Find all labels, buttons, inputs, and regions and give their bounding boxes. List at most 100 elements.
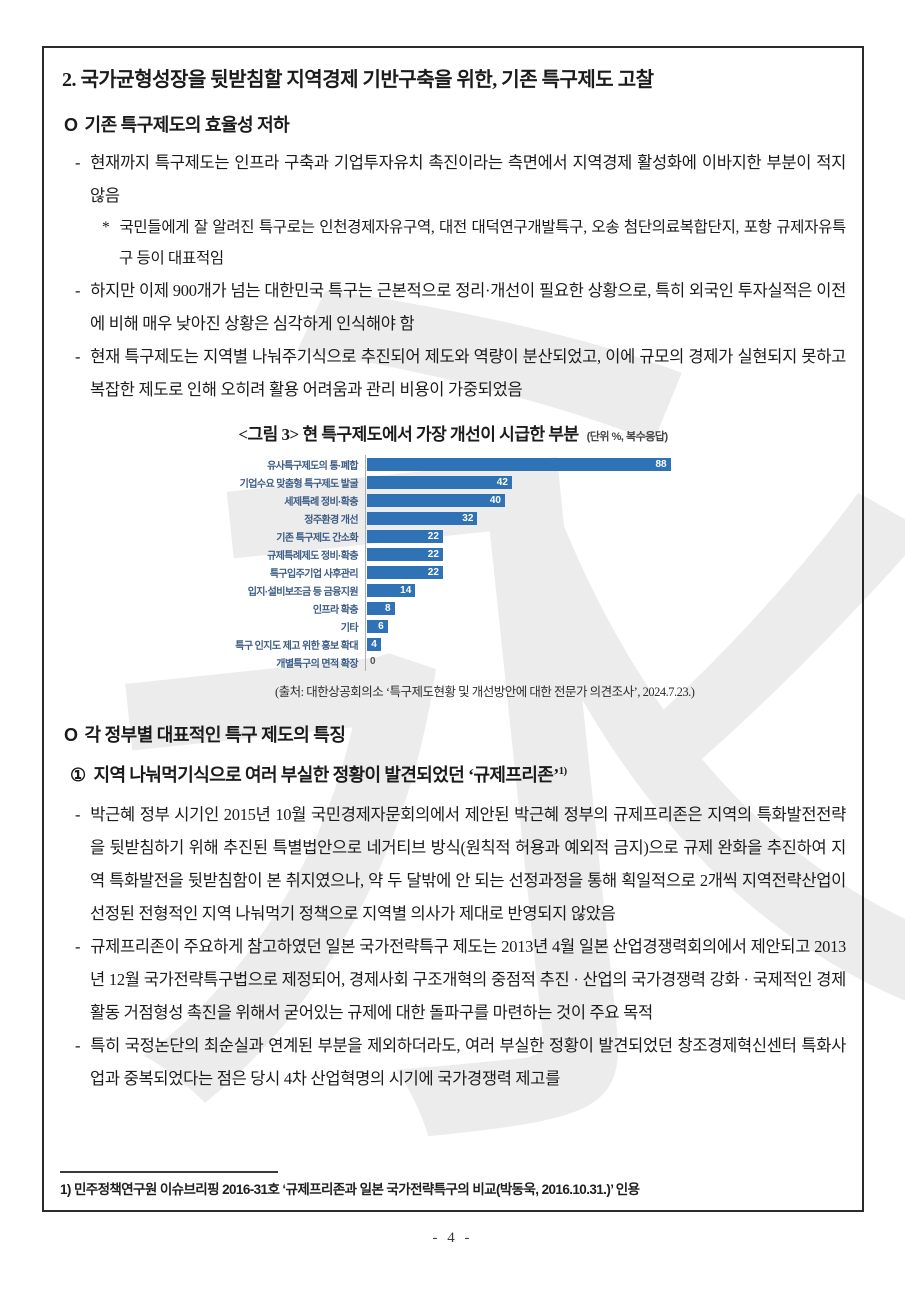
footnote-reference: 1) [558,765,568,777]
chart-row: 기업수요 맞춤형 특구제도 발굴 42 [216,473,866,491]
chart-category-label: 특구 인지도 제고 위한 홍보 확대 [235,640,358,652]
chart-category-label: 인프라 확충 [312,604,359,616]
section2-heading-label: 각 정부별 대표적인 특구 제도의 특징 [84,725,346,745]
body-bullet: - 현재까지 특구제도는 인프라 구축과 기업투자유치 촉진이라는 측면에서 지역… [66,146,846,212]
bar-value-label: 40 [489,494,501,506]
chart-category-label: 정주환경 개선 [304,514,358,526]
chart-plot-area: 6 [365,617,866,635]
dash-bullet: - [75,1036,81,1055]
bullet-text: 국민들에게 잘 알려진 특구로는 인천경제자유구역, 대전 대덕연구개발특구, … [119,219,846,267]
chart-row: 세제특례 정비·확충 40 [216,491,866,509]
section1-heading-label: 기존 특구제도의 효율성 저하 [84,115,290,135]
chart-category-label: 입지·설비보조금 등 금융지원 [247,586,359,598]
bullet-text: 하지만 이제 900개가 넘는 대한민국 특구는 근본적으로 정리·개선이 필요… [90,281,846,333]
bullet-text: 현재 특구제도는 지역별 나눠주기식으로 추진되어 제도와 역량이 분산되었고,… [90,347,846,399]
circle-bullet: O [64,725,78,745]
bar-chart-rows: 유사특구제도의 통·폐합 88 기업수요 맞춤형 특구제도 발굴 42 세제특례 정비·… [216,455,866,671]
footnote-text: 1) 민주정책연구원 이슈브리핑 2016-31호 ‘규제프리존과 일본 국가전… [60,1182,640,1197]
bar: 42 [367,475,512,489]
bar-value-label: 22 [427,566,439,578]
bar: 6 [367,619,388,633]
section2-heading: O 각 정부별 대표적인 특구 제도의 특징 [64,720,846,750]
chart-category-label: 개별특구의 면적 확장 [276,658,358,670]
chart-category-label: 세제특례 정비·확충 [284,496,358,508]
section2-item1-heading: ① 지역 나눠먹기식으로 여러 부실한 정황이 발견되었던 ‘규제프리존’1) [70,756,846,790]
bar-value-label: 4 [371,638,377,650]
chart-plot-area: 88 [365,455,866,473]
bar-value-label: 22 [427,530,439,542]
bar-value-label: 88 [655,458,667,470]
section2: O 각 정부별 대표적인 특구 제도의 특징 ① 지역 나눠먹기식으로 여러 부실한… [60,720,846,1095]
section1-heading: O 기존 특구제도의 효율성 저하 [64,110,846,140]
chart-row: 특구입주기업 사후관리 22 [216,563,866,581]
body-bullet: - 현재 특구제도는 지역별 나눠주기식으로 추진되어 제도와 역량이 분산되었고… [66,340,846,406]
chart-category-label: 유사특구제도의 통·폐합 [267,460,359,472]
page-content: 2. 국가균형성장을 뒷받침할 지역경제 기반구축을 위한, 기존 특구제도 고… [60,66,846,1095]
chart-plot-area: 22 [365,545,866,563]
bullet-text: 규제프리존이 주요하게 참고하였던 일본 국가전략특구 제도는 2013년 4월… [90,937,846,1022]
chart-plot-area: 22 [365,527,866,545]
chart-category-label: 기타 [340,622,359,634]
bar: 22 [367,547,443,561]
bar: 88 [367,457,671,471]
chart-row: 개별특구의 면적 확장 0 [216,653,866,671]
bar: 4 [367,637,381,651]
chart-category-label: 기존 특구제도 간소화 [276,532,358,544]
circled-number-bullet: ① [70,765,86,785]
body-bullet: - 박근혜 정부 시기인 2015년 10월 국민경제자문회의에서 제안된 박근혜… [66,798,846,930]
chart-unit-note: (단위 %, 복수응답) [586,431,669,443]
bar: 22 [367,529,443,543]
bar-value-label: 8 [385,602,391,614]
bar-value-label: 6 [378,620,384,632]
dash-bullet: - [75,153,81,172]
body-bullet: - 특히 국정논단의 최순실과 연계된 부분을 제외하더라도, 여러 부실한 정황… [66,1029,846,1095]
chart-row: 규제특례제도 정비·확충 22 [216,545,866,563]
body-bullet: - 하지만 이제 900개가 넘는 대한민국 특구는 근본적으로 정리·개선이 필… [66,274,846,340]
bar-value-label: 22 [427,548,439,560]
chart-plot-area: 14 [365,581,866,599]
footnote-block: 1) 민주정책연구원 이슈브리핑 2016-31호 ‘규제프리존과 일본 국가전… [60,1171,846,1200]
bar: 32 [367,511,478,525]
chart-category-label: 규제특례제도 정비·확충 [267,550,359,562]
bar-value-label: 42 [496,476,508,488]
chart-row: 인프라 확충 8 [216,599,866,617]
dash-bullet: - [75,281,81,300]
figure3-bar-chart: <그림 3> 현 특구제도에서 가장 개선이 시급한 부분 (단위 %, 복수응답… [60,420,846,700]
bullet-text: 현재까지 특구제도는 인프라 구축과 기업투자유치 촉진이라는 측면에서 지역경… [90,153,846,205]
body-bullet: - 규제프리존이 주요하게 참고하였던 일본 국가전략특구 제도는 2013년 4… [66,930,846,1029]
bar: 14 [367,583,416,597]
chart-row: 유사특구제도의 통·폐합 88 [216,455,866,473]
page-number: - 4 - [432,1230,473,1246]
chart-row: 기존 특구제도 간소화 22 [216,527,866,545]
body-subbullet: * 국민들에게 잘 알려진 특구로는 인천경제자유구역, 대전 대덕연구개발특구,… [102,212,846,274]
chart-plot-area: 8 [365,599,866,617]
bar: 8 [367,601,395,615]
chart-plot-area: 22 [365,563,866,581]
page-title: 2. 국가균형성장을 뒷받침할 지역경제 기반구축을 위한, 기존 특구제도 고… [62,69,654,91]
chart-row: 특구 인지도 제고 위한 홍보 확대 4 [216,635,866,653]
circle-bullet: O [64,115,78,135]
chart-category-label: 특구입주기업 사후관리 [269,568,359,580]
dash-bullet: - [75,937,81,956]
bar: 22 [367,565,443,579]
chart-row: 정주환경 개선 32 [216,509,866,527]
bar-value-label: 0 [370,656,376,667]
bar: 40 [367,493,505,507]
dash-bullet: - [75,347,81,366]
asterisk-bullet: * [102,219,110,236]
chart-row: 입지·설비보조금 등 금융지원 14 [216,581,866,599]
chart-plot-area: 42 [365,473,866,491]
chart-source: (출처: 대한상공회의소 ‘특구제도현황 및 개선방안에 대한 전문가 의견조사… [275,685,695,699]
bullet-text: 특히 국정논단의 최순실과 연계된 부분을 제외하더라도, 여러 부실한 정황이… [90,1036,846,1088]
chart-plot-area: 32 [365,509,866,527]
item1-heading-text: 지역 나눠먹기식으로 여러 부실한 정황이 발견되었던 ‘규제프리존’ [93,765,560,785]
chart-category-label: 기업수요 맞춤형 특구제도 발굴 [239,478,359,490]
chart-plot-area: 0 [365,653,866,671]
chart-title: <그림 3> 현 특구제도에서 가장 개선이 시급한 부분 (단위 %, 복수응답… [60,420,846,445]
chart-row: 기타 6 [216,617,866,635]
bar-value-label: 14 [400,584,412,596]
document-frame: 永 2. 국가균형성장을 뒷받침할 지역경제 기반구축을 위한, 기존 특구제도… [30,46,905,1297]
chart-plot-area: 4 [365,635,866,653]
footnote-separator [60,1171,278,1173]
dash-bullet: - [75,805,81,824]
